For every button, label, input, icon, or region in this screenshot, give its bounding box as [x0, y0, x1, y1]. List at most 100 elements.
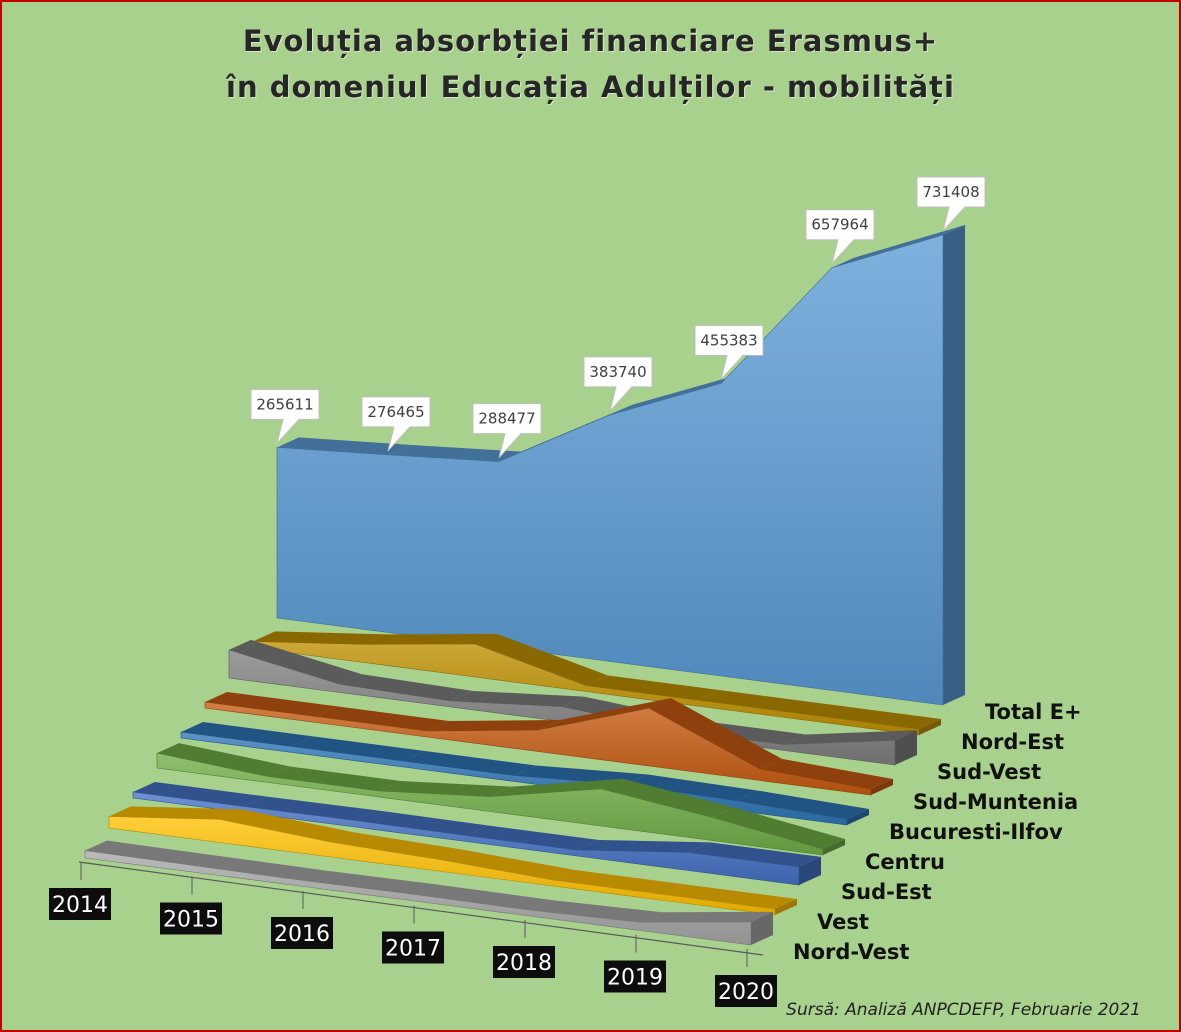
svg-text:2019: 2019 [607, 966, 663, 991]
x-tick-label: 2016 [271, 917, 333, 949]
svg-text:657964: 657964 [811, 216, 868, 234]
series-top-segment [364, 633, 497, 645]
series-area [228, 649, 896, 766]
x-tick-label: 2014 [49, 888, 111, 920]
series-top-segment [220, 809, 353, 843]
svg-text:2018: 2018 [496, 951, 552, 976]
series-centru [156, 743, 845, 856]
depth-label: Nord-Est [961, 730, 1064, 754]
series-top-segment [133, 782, 266, 807]
data-label: 731408 [916, 176, 986, 232]
series-top-segment [451, 691, 584, 707]
series-sud-est [132, 782, 821, 886]
data-label: 288477 [472, 403, 542, 458]
depth-label: Centru [865, 850, 945, 874]
x-tick-label: 2019 [604, 960, 666, 993]
depth-label: Bucuresti-Ilfov [889, 820, 1063, 844]
svg-text:383740: 383740 [589, 363, 646, 381]
series-top-segment [268, 766, 401, 791]
series-area [252, 641, 920, 736]
series-top-segment [229, 639, 362, 685]
svg-text:288477: 288477 [478, 410, 535, 428]
depth-label: Sud-Vest [937, 760, 1041, 784]
chart-title-line-2: în domeniul Educația Adulților - mobilit… [226, 70, 955, 104]
svg-text:2020: 2020 [718, 980, 774, 1005]
series-top-segment [388, 444, 521, 462]
x-axis: 2014 2015 2016 2017 2018 2019 2020 [49, 861, 777, 1007]
series-vest [108, 806, 797, 916]
series-sud-muntenia [204, 692, 893, 796]
series-end-cap [775, 899, 797, 915]
series-top-segment [355, 810, 488, 836]
series-end-cap [847, 809, 869, 825]
series-top-segment [688, 842, 821, 867]
series-top-segment [808, 704, 941, 729]
x-tick-label: 2020 [715, 975, 777, 1007]
series-top-segment [586, 675, 719, 700]
series-top-segment [601, 778, 734, 818]
svg-text:2017: 2017 [385, 937, 441, 962]
depth-label: Sud-Est [841, 880, 932, 904]
series-top-segment [85, 840, 218, 866]
series-top-segment [205, 692, 338, 717]
svg-text:2014: 2014 [52, 893, 108, 918]
data-label: 383740 [583, 356, 653, 412]
chart-title-line-1: Evoluția absorbției financiare Erasmus+ [242, 24, 939, 58]
series-end-cap [751, 911, 773, 945]
series-top-segment [697, 690, 830, 715]
series-top-segment [784, 730, 917, 745]
series-top-segment [832, 225, 965, 268]
series-area [132, 791, 800, 886]
series-top-segment [307, 871, 440, 895]
x-tick-label: 2015 [160, 902, 222, 935]
series-top-segment [442, 849, 575, 880]
series-top-segment [577, 840, 710, 853]
series-top-segment [649, 698, 782, 769]
data-label: 265611 [250, 388, 320, 444]
series-end-cap [871, 779, 893, 795]
series-top-segment [109, 806, 242, 820]
series-top-segment [196, 855, 329, 881]
series-top-segment [625, 774, 758, 801]
series-top-segment [181, 722, 314, 747]
x-tick-label: 2018 [493, 946, 555, 978]
series-end-cap [799, 856, 821, 885]
svg-text:2015: 2015 [163, 908, 219, 933]
series-top-segment [403, 751, 536, 776]
series-end-cap [823, 839, 845, 855]
series-end-cap [919, 719, 941, 735]
series-top-segment [529, 900, 662, 923]
svg-text:2016: 2016 [274, 922, 330, 947]
series-top-segment [340, 674, 473, 701]
series-top-segment [277, 437, 410, 455]
series-area [204, 701, 872, 796]
series-top-segment [538, 698, 671, 731]
series-total-e- [276, 225, 965, 706]
depth-label: Total E+ [985, 700, 1082, 724]
depth-axis-labels: Total E+ Nord-Est Sud-Vest Sud-Muntenia Bucu… [793, 700, 1082, 964]
series-top-segment [244, 796, 377, 821]
series-top-segment [760, 758, 893, 789]
depth-label: Vest [817, 910, 869, 934]
depth-label: Nord-Vest [793, 940, 909, 964]
series-top-segment [712, 807, 845, 849]
series-top-segment [664, 884, 797, 909]
series-top-segment [466, 825, 599, 850]
data-label: 657964 [805, 209, 875, 265]
series-end-cap [943, 225, 965, 705]
series-top-segment [490, 778, 623, 797]
depth-label: Sud-Muntenia [913, 790, 1078, 814]
series-top-segment [640, 911, 773, 923]
series-top-segment [427, 720, 560, 731]
series-area [156, 752, 824, 856]
series-nord-vest [84, 840, 773, 946]
svg-text:455383: 455383 [700, 331, 757, 349]
data-label: 455383 [694, 324, 764, 380]
series-top-segment [736, 790, 869, 819]
series-end-cap [895, 730, 917, 765]
series-layer [84, 225, 965, 946]
series-top-segment [331, 832, 464, 860]
series-top-segment [253, 631, 386, 645]
series-area [108, 816, 776, 916]
